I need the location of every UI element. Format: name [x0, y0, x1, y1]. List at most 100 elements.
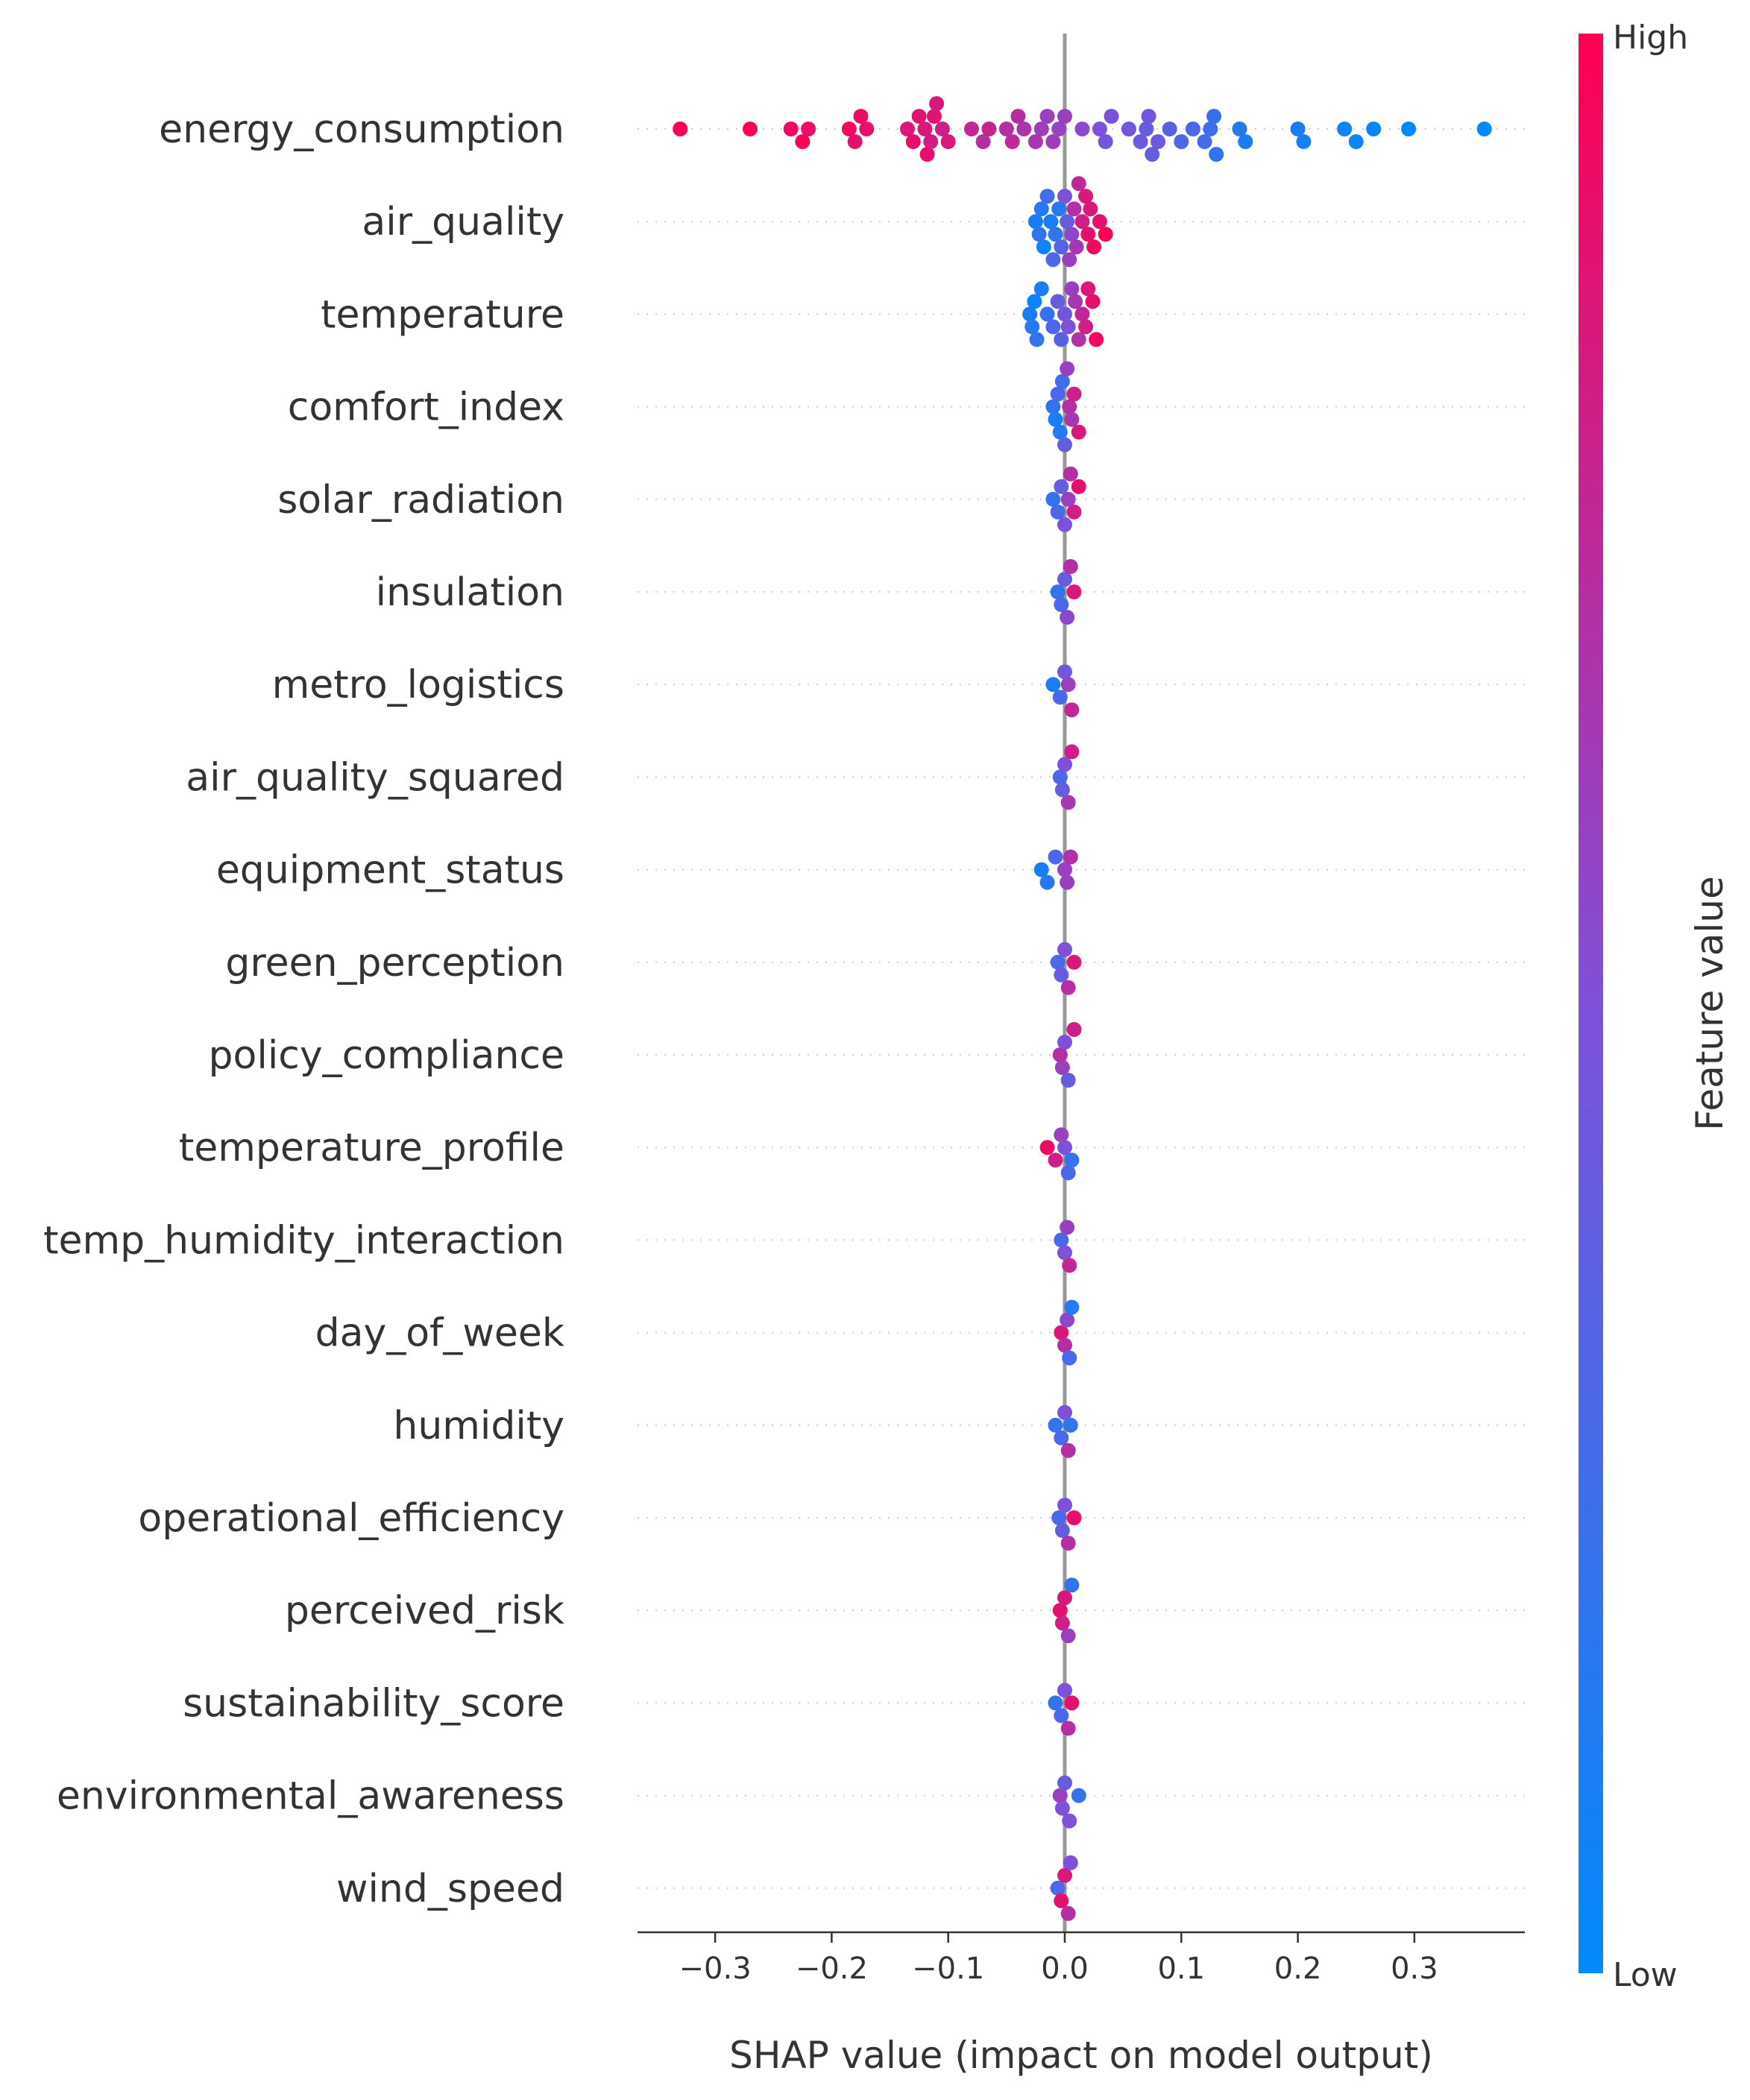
shap-point — [1071, 332, 1086, 347]
shap-point — [1057, 1775, 1072, 1791]
shap-point — [1062, 1350, 1077, 1366]
shap-point — [1022, 306, 1038, 322]
shap-point — [1029, 332, 1045, 347]
shap-point — [1039, 1140, 1055, 1155]
feature-label: air_quality — [362, 200, 564, 245]
colorbar: High Low Feature value — [1579, 19, 1731, 1994]
feature-label: green_perception — [225, 941, 564, 986]
shap-point — [1060, 980, 1076, 995]
shap-point — [1051, 1510, 1067, 1525]
feature-label: metro_logistics — [272, 663, 564, 707]
shap-point — [1054, 1800, 1070, 1816]
shap-point — [1060, 677, 1076, 693]
shap-point — [998, 122, 1014, 136]
shap-point — [1366, 122, 1382, 136]
shap-point — [1036, 239, 1051, 255]
shap-point — [1060, 874, 1075, 890]
shap-point — [1185, 122, 1200, 136]
shap-point — [1054, 1127, 1069, 1143]
x-tick-label: −0.2 — [796, 1952, 868, 1986]
shap-point — [1057, 189, 1072, 204]
shap-point — [1064, 281, 1080, 297]
x-ticks: −0.3 −0.2 −0.1 0.0 0.1 0.2 0.3 — [679, 1932, 1438, 1986]
shap-point — [1080, 227, 1096, 242]
shap-point — [1071, 479, 1086, 494]
shap-point — [1232, 122, 1247, 136]
shap-point — [1057, 306, 1072, 322]
shap-point — [1080, 281, 1096, 297]
feature-label: wind_speed — [336, 1867, 564, 1911]
shap-point — [1074, 214, 1090, 230]
shap-point — [1066, 504, 1082, 520]
shap-point — [1052, 1047, 1068, 1062]
feature-label: sustainability_score — [183, 1681, 564, 1726]
shap-point — [1054, 967, 1069, 983]
shap-point — [1063, 849, 1078, 865]
shap-point — [1062, 1258, 1077, 1273]
shap-point — [1039, 189, 1055, 204]
feature-label: solar_radiation — [277, 478, 564, 523]
shap-point — [1064, 227, 1080, 242]
shap-point — [1066, 201, 1082, 217]
points-layer — [673, 96, 1492, 1921]
shap-point — [1057, 572, 1072, 587]
shap-point — [1054, 1430, 1069, 1445]
x-tick-label: 0.3 — [1391, 1952, 1438, 1986]
shap-point — [1238, 134, 1253, 149]
shap-point — [1060, 1442, 1076, 1458]
shap-point — [1068, 294, 1083, 309]
shap-point — [1060, 1165, 1076, 1181]
shap-point — [1027, 134, 1043, 149]
shap-point — [1057, 1590, 1072, 1606]
shap-point — [1098, 134, 1113, 149]
shap-point — [1078, 189, 1094, 204]
shap-point — [1054, 1325, 1069, 1340]
shap-point — [1052, 424, 1068, 440]
shap-point — [1476, 122, 1492, 136]
shap-point — [1062, 399, 1077, 414]
shap-point — [1060, 1905, 1076, 1921]
shap-point — [1064, 1695, 1080, 1711]
shap-point — [1290, 122, 1306, 136]
shap-point — [1050, 954, 1066, 970]
shap-point — [1057, 1404, 1072, 1420]
shap-point — [919, 147, 935, 162]
shap-point — [1145, 147, 1160, 162]
x-tick-label: −0.1 — [912, 1952, 984, 1986]
shap-point — [1078, 319, 1094, 335]
shap-point — [1348, 134, 1364, 149]
shap-point — [1057, 517, 1072, 532]
x-tick-label: 0.0 — [1041, 1952, 1089, 1986]
shap-point — [1060, 361, 1075, 376]
shap-point — [1133, 134, 1148, 149]
feature-labels: energy_consumption air_quality temperature… — [43, 107, 564, 1911]
shap-point — [1068, 239, 1084, 255]
shap-point — [1048, 227, 1063, 242]
shap-point — [1045, 491, 1061, 507]
shap-point — [1057, 1683, 1072, 1698]
shap-point — [1064, 1153, 1080, 1168]
x-axis-title: SHAP value (impact on model output) — [729, 2034, 1433, 2077]
shap-point — [1066, 954, 1082, 970]
shap-point — [1060, 1536, 1076, 1551]
shap-point — [1060, 610, 1075, 625]
shap-point — [1060, 1220, 1075, 1235]
shap-point — [1074, 122, 1090, 136]
feature-label: comfort_index — [288, 385, 564, 430]
shap-point — [1057, 1140, 1072, 1155]
shap-point — [1054, 597, 1069, 612]
shap-point — [1048, 412, 1063, 427]
shap-point — [1057, 1337, 1072, 1353]
shap-point — [1027, 214, 1043, 230]
shap-point — [1050, 504, 1066, 520]
shap-point — [1052, 690, 1068, 705]
shap-point — [1033, 862, 1049, 877]
shap-point — [1033, 201, 1049, 217]
shap-point — [1051, 122, 1067, 136]
shap-point — [1092, 214, 1107, 230]
shap-point — [1057, 757, 1072, 772]
shap-point — [926, 109, 942, 124]
shap-point — [1057, 437, 1072, 453]
shap-point — [1027, 294, 1042, 309]
shap-point — [911, 109, 927, 124]
